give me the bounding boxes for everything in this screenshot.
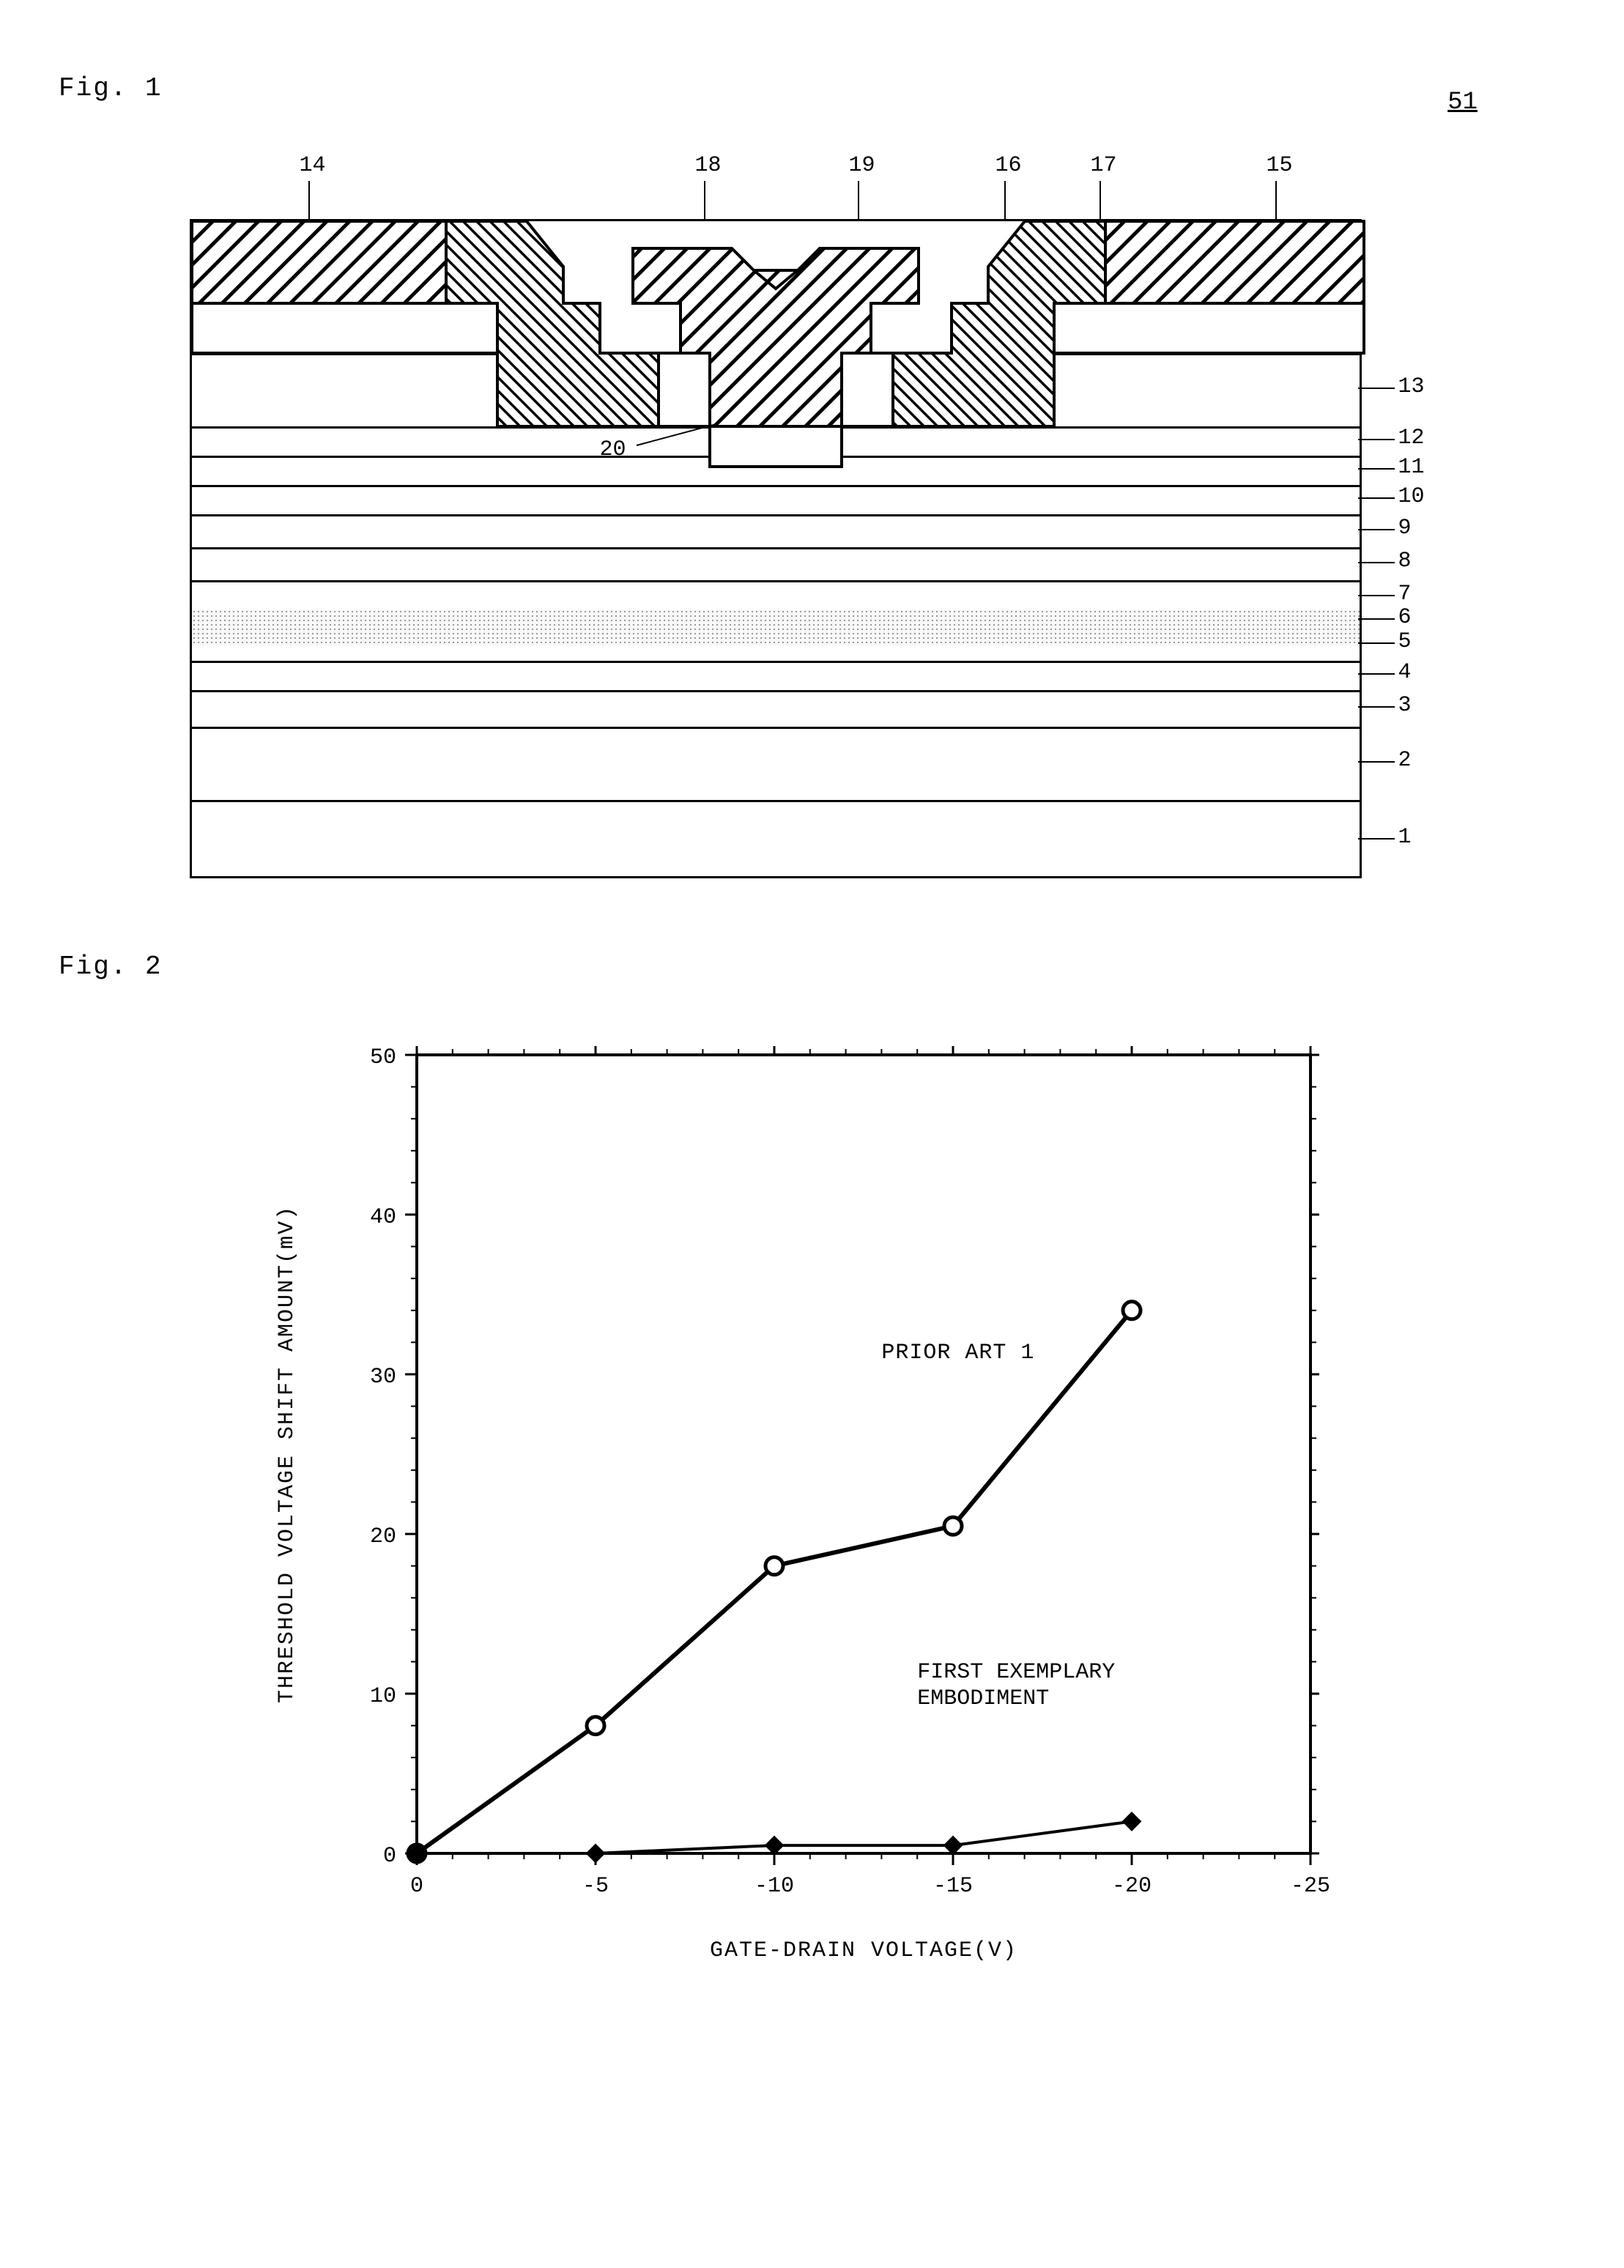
svg-text:PRIOR ART 1: PRIOR ART 1 [881,1341,1034,1365]
layer-callout-7: 7 [1398,582,1412,607]
svg-text:-25: -25 [1290,1874,1330,1899]
svg-text:30: 30 [369,1365,396,1390]
layer-callout-8: 8 [1398,549,1412,574]
fig1-cross-section: 14 18 19 16 17 15 13 12 11 10 9 8 765 4 3 2 1 20 [153,131,1472,922]
layer-callout-3: 3 [1398,693,1412,718]
layer-callout-5: 5 [1398,629,1412,654]
svg-text:10: 10 [369,1684,396,1709]
layer-callout-2: 2 [1398,748,1412,773]
fig1-device-ref: 51 [59,89,1477,116]
callout-18: 18 [695,153,722,178]
svg-text:0: 0 [382,1844,396,1869]
fig2-title: Fig. 2 [59,952,1565,982]
layer-callout-9: 9 [1398,516,1412,541]
layer-callout-6: 6 [1398,605,1412,630]
svg-text:EMBODIMENT: EMBODIMENT [917,1686,1049,1711]
svg-text:50: 50 [369,1045,396,1070]
layer-callout-10: 10 [1398,484,1425,509]
svg-text:-5: -5 [582,1874,608,1899]
fig2-chart: 0 10 20 30 40 50 0 -5 -10 -15 -20 -25 GATE-DRAIN VOL… [226,1011,1398,2000]
callout-17: 17 [1091,153,1117,178]
callout-16: 16 [995,153,1022,178]
svg-text:-10: -10 [754,1874,793,1899]
callout-14: 14 [300,153,326,178]
svg-text:0: 0 [409,1874,423,1899]
callout-20: 20 [600,437,626,462]
svg-text:20: 20 [369,1524,396,1549]
callout-19: 19 [849,153,875,178]
svg-text:THRESHOLD VOLTAGE SHIFT AMOUNT: THRESHOLD VOLTAGE SHIFT AMOUNT(mV) [275,1205,300,1703]
layer-callout-1: 1 [1398,825,1412,850]
layer-callout-13: 13 [1398,374,1425,399]
callout-15: 15 [1267,153,1293,178]
svg-text:-20: -20 [1111,1874,1151,1899]
svg-text:-15: -15 [932,1874,972,1899]
layer-callout-11: 11 [1398,455,1425,480]
svg-text:FIRST EXEMPLARY: FIRST EXEMPLARY [917,1660,1115,1685]
svg-text:40: 40 [369,1205,396,1230]
layer-callout-12: 12 [1398,426,1425,451]
layer-callout-4: 4 [1398,660,1412,685]
svg-text:GATE-DRAIN VOLTAGE(V): GATE-DRAIN VOLTAGE(V) [709,1938,1017,1963]
